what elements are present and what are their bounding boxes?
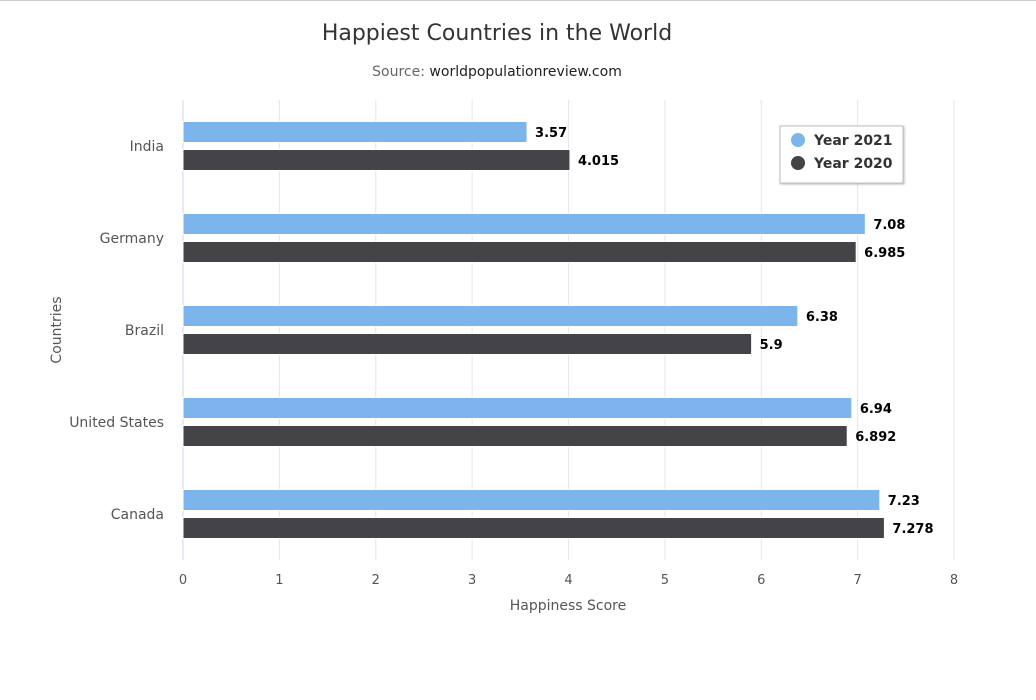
category-label-india: India <box>130 139 164 155</box>
data-label-united-states-year-2020: 6.892 <box>855 430 896 445</box>
category-label-canada: Canada <box>111 507 164 523</box>
legend-item-2021[interactable]: Year 2021 <box>791 133 893 149</box>
y-axis-title: Countries <box>49 296 65 363</box>
chart-title: Happiest Countries in the World <box>322 21 672 46</box>
bar-india-year-2020[interactable] <box>182 149 571 171</box>
legend-box <box>779 125 904 184</box>
bar-brazil-year-2021[interactable] <box>182 305 799 327</box>
legend-marker-2021 <box>791 133 805 147</box>
legend-marker-2020 <box>791 156 805 170</box>
bar-germany-year-2020[interactable] <box>182 241 857 263</box>
legend-label-2020: Year 2020 <box>813 156 893 172</box>
bar-united-states-year-2021[interactable] <box>182 397 853 419</box>
gridlines <box>182 100 955 560</box>
data-label-united-states-year-2021: 6.94 <box>860 402 892 417</box>
x-tick-label: 5 <box>661 573 669 588</box>
data-label-germany-year-2020: 6.985 <box>864 246 905 261</box>
x-axis-title: Happiness Score <box>510 598 627 614</box>
x-tick-label: 1 <box>275 573 283 588</box>
subtitle-prefix: Source: <box>372 64 429 80</box>
x-tick-label: 0 <box>179 573 187 588</box>
subtitle-source: worldpopulationreview.com <box>429 64 621 80</box>
data-label-canada-year-2020: 7.278 <box>892 522 933 537</box>
y-axis-categories: India Germany Brazil United States Canada <box>69 139 164 523</box>
data-label-brazil-year-2021: 6.38 <box>806 310 838 325</box>
x-tick-label: 4 <box>564 573 572 588</box>
bar-united-states-year-2020[interactable] <box>182 425 848 447</box>
bar-brazil-year-2020[interactable] <box>182 333 753 355</box>
bar-group <box>182 121 885 539</box>
bar-canada-year-2020[interactable] <box>182 517 885 539</box>
x-axis-ticks: 0 1 2 3 4 5 6 7 8 <box>179 573 958 588</box>
data-labels: 3.57 7.08 6.38 6.94 7.23 4.015 6.985 5.9 6.892 7.… <box>535 126 933 537</box>
x-tick-label: 7 <box>853 573 861 588</box>
x-tick-label: 2 <box>372 573 380 588</box>
data-label-canada-year-2021: 7.23 <box>888 494 920 509</box>
category-label-germany: Germany <box>100 231 164 247</box>
category-label-brazil: Brazil <box>125 323 164 339</box>
legend: Year 2021 Year 2020 <box>779 125 904 184</box>
legend-item-2020[interactable]: Year 2020 <box>791 156 893 172</box>
bar-germany-year-2021[interactable] <box>182 213 866 235</box>
x-tick-label: 3 <box>468 573 476 588</box>
chart-subtitle: Source: worldpopulationreview.com <box>372 64 622 80</box>
bar-canada-year-2021[interactable] <box>182 489 881 511</box>
top-border <box>0 0 1036 1</box>
legend-label-2021: Year 2021 <box>813 133 893 149</box>
x-tick-label: 8 <box>950 573 958 588</box>
x-tick-label: 6 <box>757 573 765 588</box>
data-label-india-year-2021: 3.57 <box>535 126 567 141</box>
data-label-germany-year-2021: 7.08 <box>873 218 905 233</box>
category-label-united-states: United States <box>69 415 164 431</box>
data-label-india-year-2020: 4.015 <box>578 154 619 169</box>
data-label-brazil-year-2020: 5.9 <box>760 338 783 353</box>
bar-india-year-2021[interactable] <box>182 121 528 143</box>
